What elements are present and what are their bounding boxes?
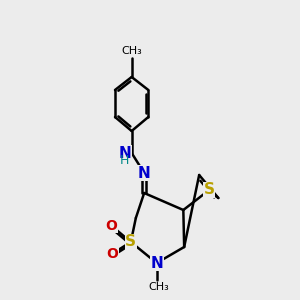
Text: N: N	[119, 146, 132, 160]
Text: CH₃: CH₃	[121, 46, 142, 56]
Text: S: S	[204, 182, 215, 197]
Text: O: O	[106, 248, 119, 262]
Text: S: S	[125, 235, 136, 250]
Text: CH₃: CH₃	[149, 283, 170, 292]
Text: O: O	[106, 218, 118, 233]
Text: H: H	[119, 154, 129, 167]
Text: N: N	[150, 256, 163, 271]
Text: N: N	[138, 166, 151, 181]
